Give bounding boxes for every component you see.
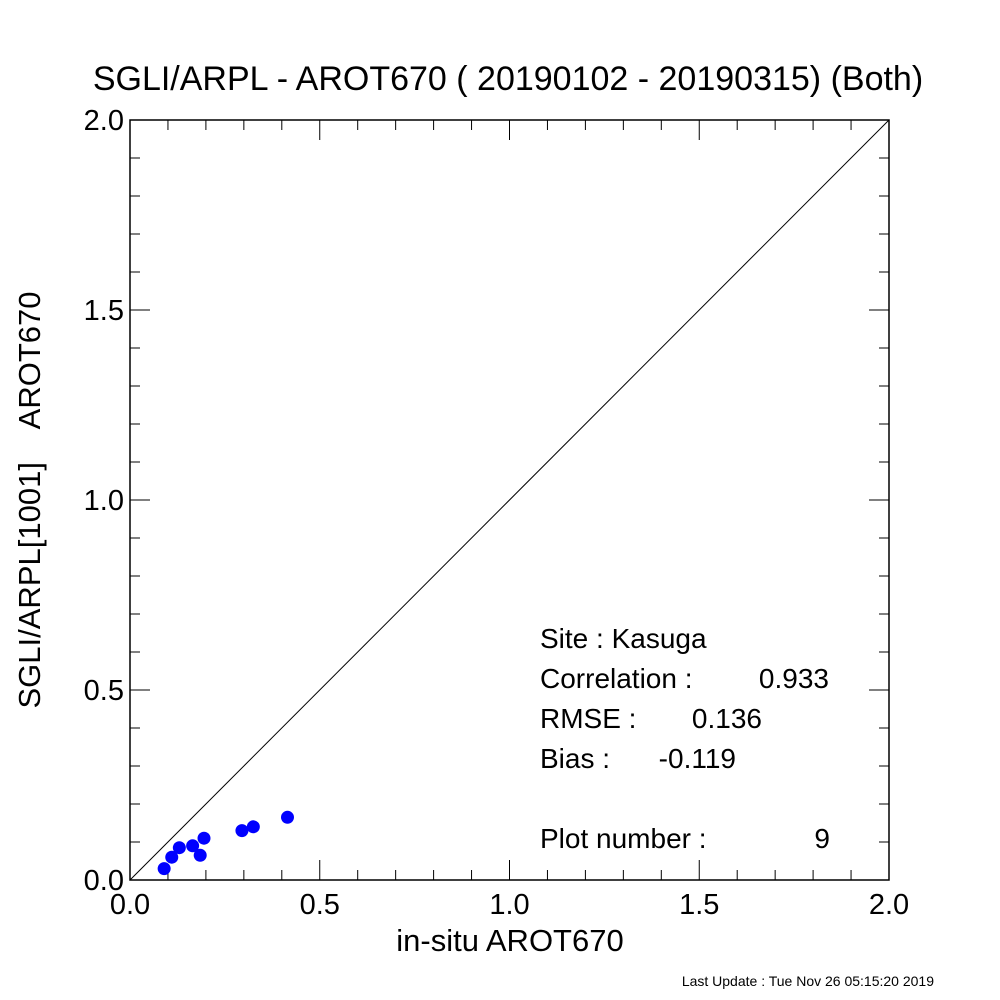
y-tick-label: 1.5 [84,295,124,327]
y-tick-label: 1.0 [84,485,124,517]
data-point [165,850,179,864]
stat-correlation-value: 0.933 [759,663,829,694]
x-tick-label: 1.0 [489,889,529,921]
data-point [157,862,171,876]
y-tick-labels: 0.0 0.5 1.0 1.5 2.0 [84,105,124,897]
data-point [235,824,249,838]
stat-correlation-label: Correlation : [540,663,693,694]
x-tick-labels: 0.0 0.5 1.0 1.5 2.0 [110,889,909,921]
stat-bias-label: Bias : [540,743,610,774]
stat-plot-number-value: 9 [814,823,830,854]
x-tick-label: 1.5 [679,889,719,921]
data-point [172,841,186,855]
stat-plot-number-label: Plot number : [540,823,707,854]
y-tick-label: 0.0 [84,865,124,897]
data-point [186,839,200,853]
data-point [193,848,207,862]
y-tick-label: 0.5 [84,675,124,707]
data-point [280,810,294,824]
x-tick-label: 0.5 [300,889,340,921]
x-tick-label: 2.0 [869,889,909,921]
one-to-one-line [129,119,890,881]
y-tick-label: 2.0 [84,105,124,137]
x-tick-label: 0.0 [110,889,150,921]
y-axis-label: SGLI/ARPL[1001] AROT670 [12,291,47,708]
data-point [246,820,260,834]
axis-ticks [129,119,890,881]
last-update-text: Last Update : Tue Nov 26 05:15:20 2019 [682,973,934,989]
data-point [197,831,211,845]
stats-box: Site : Kasuga Correlation : 0.933 RMSE :… [540,623,830,854]
stat-site: Site : Kasuga [540,623,707,654]
stat-bias-value: -0.119 [659,743,736,774]
stat-rmse-value: 0.136 [692,703,762,734]
chart-title: SGLI/ARPL - AROT670 ( 20190102 - 2019031… [93,60,923,98]
x-axis-label: in-situ AROT670 [396,923,623,958]
data-points [157,810,294,876]
stat-rmse-label: RMSE : [540,703,636,734]
